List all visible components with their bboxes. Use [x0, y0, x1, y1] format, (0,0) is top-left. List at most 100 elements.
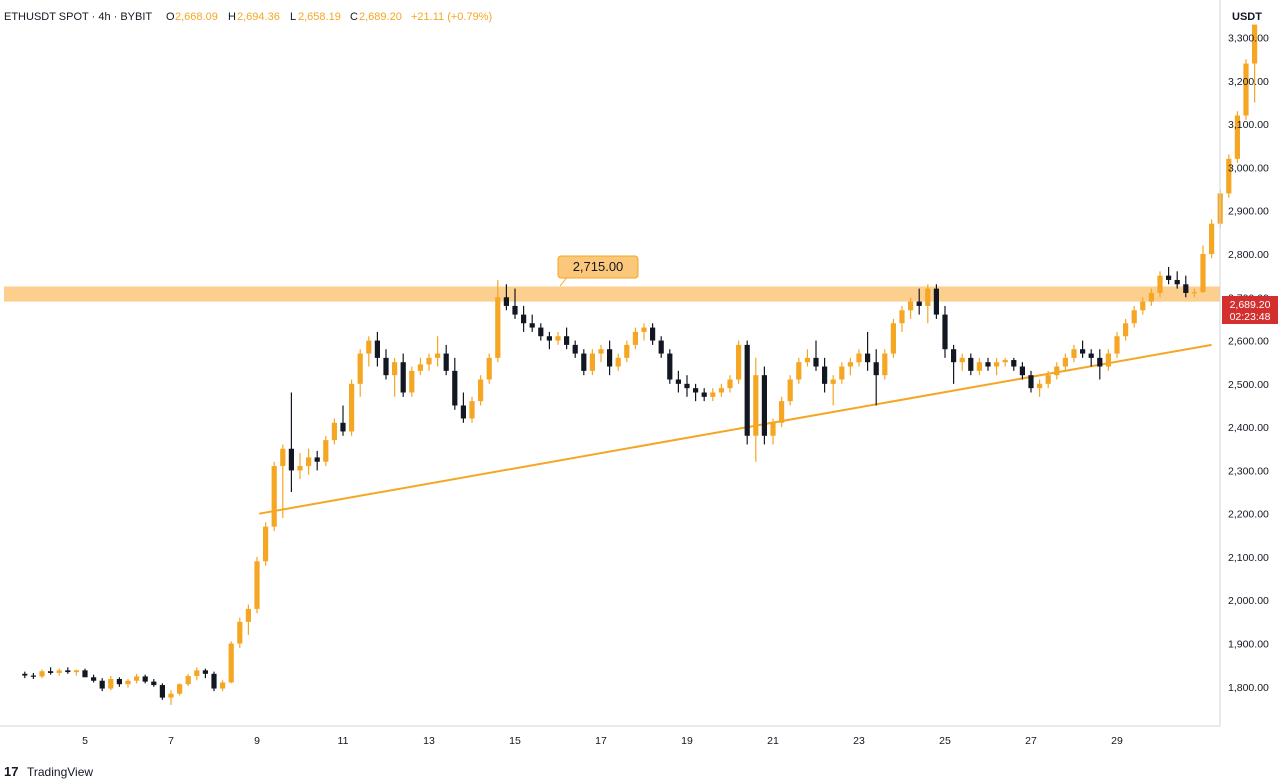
candle: [933, 284, 939, 319]
candle-body: [151, 681, 157, 686]
candle-body: [400, 362, 406, 393]
candle-body: [108, 679, 114, 689]
candle-body: [529, 323, 535, 328]
candle-body: [684, 383, 690, 389]
price-axis-currency: USDT: [1232, 11, 1262, 23]
candle: [65, 667, 71, 674]
candle: [976, 357, 982, 376]
candle: [237, 617, 243, 648]
candle: [220, 680, 226, 692]
candle-body: [1191, 292, 1197, 294]
open-label: O: [166, 11, 175, 23]
candle-body: [925, 288, 931, 306]
candle: [856, 349, 862, 367]
close-value: 2,689.20: [359, 11, 402, 23]
candle: [202, 668, 208, 679]
candle: [925, 284, 931, 324]
candle: [658, 336, 664, 358]
candle-body: [134, 676, 140, 681]
candle-body: [581, 353, 587, 371]
candle: [486, 353, 492, 384]
candle-body: [847, 362, 853, 367]
candle: [39, 669, 45, 679]
candle: [555, 331, 561, 345]
candle: [770, 418, 776, 445]
candle: [417, 357, 423, 376]
candle: [185, 673, 191, 686]
candle-body: [650, 327, 656, 341]
candle: [813, 340, 819, 371]
candle: [1011, 357, 1017, 371]
candle-body: [1148, 292, 1154, 302]
time-tick-label: 5: [82, 735, 88, 747]
price-tick-label: 2,600.00: [1228, 336, 1269, 348]
price-tick-label: 1,900.00: [1228, 639, 1269, 651]
candle-body: [564, 336, 570, 345]
candle-body: [314, 457, 320, 462]
candle-body: [1114, 336, 1120, 354]
candle: [323, 435, 329, 467]
candle: [168, 690, 174, 705]
candle-body: [933, 288, 939, 315]
candle-body: [753, 375, 759, 436]
candle: [460, 392, 466, 423]
time-tick-label: 11: [338, 735, 349, 747]
candle: [22, 671, 28, 679]
candle-body: [589, 353, 595, 371]
candle: [177, 683, 183, 696]
bar-countdown: 02:23:48: [1230, 311, 1271, 323]
time-tick-label: 27: [1025, 735, 1037, 747]
candle: [357, 349, 363, 397]
candle-body: [1226, 158, 1232, 194]
candle-body: [1200, 254, 1206, 293]
candle: [211, 671, 217, 692]
level-callout: 2,715.00: [557, 255, 639, 287]
candle-body: [1209, 223, 1215, 254]
candle: [538, 323, 544, 341]
candle-body: [779, 401, 785, 423]
candle-body: [392, 362, 398, 376]
candle: [400, 353, 406, 397]
price-tick-label: 2,300.00: [1228, 465, 1269, 477]
candle: [1140, 297, 1146, 315]
candle: [271, 461, 277, 531]
candle-body: [830, 379, 836, 384]
candle-body: [331, 422, 337, 441]
candle: [245, 604, 251, 635]
candle: [331, 418, 337, 445]
change-value: +21.11 (+0.79%): [411, 11, 492, 23]
candle: [1148, 288, 1154, 306]
candle: [684, 375, 690, 397]
candle-body: [478, 379, 484, 402]
candle: [1002, 357, 1008, 367]
candle: [1166, 266, 1172, 285]
candle-body: [959, 357, 965, 363]
candle: [426, 353, 432, 371]
candle-body: [99, 680, 105, 689]
candle-body: [340, 422, 346, 432]
candle: [288, 392, 294, 493]
time-tick-label: 15: [509, 735, 521, 747]
candle-body: [804, 357, 810, 363]
candle: [228, 641, 234, 684]
candle-body: [30, 675, 36, 677]
candle: [650, 323, 656, 345]
price-tick-label: 1,800.00: [1228, 682, 1269, 694]
price-axis-ticks: 3,300.00 3,200.00 3,100.00 3,000.00 2,900.00…: [1228, 33, 1269, 694]
candle: [1054, 362, 1060, 380]
candle-body: [1157, 275, 1163, 293]
candle-body: [538, 327, 544, 337]
time-axis-ticks: 5 7 9 11 13 15 17 19 21 23 25 27 29: [82, 735, 1123, 747]
candle: [297, 453, 303, 480]
candle-body: [839, 366, 845, 380]
candle-body: [280, 448, 286, 467]
candle: [959, 353, 965, 371]
price-tick-label: 3,200.00: [1228, 76, 1269, 88]
candle-body: [22, 673, 28, 676]
price-tick-label: 3,300.00: [1228, 33, 1269, 45]
tradingview-brand[interactable]: 17 TradingView: [4, 764, 93, 779]
candle: [392, 357, 398, 397]
candle-body: [1243, 63, 1249, 116]
candle-body: [271, 466, 277, 527]
candle-body: [426, 357, 432, 365]
